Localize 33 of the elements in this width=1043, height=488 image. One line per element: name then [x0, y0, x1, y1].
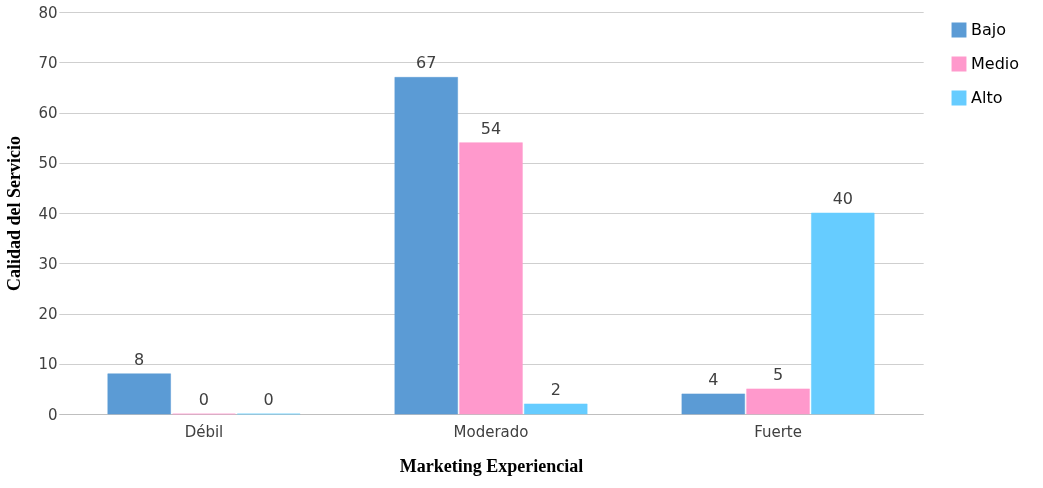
bar	[811, 212, 875, 415]
x-tick-label: Débil	[184, 422, 224, 441]
y-tick-label: 10	[38, 355, 58, 374]
x-tick-label: Fuerte	[754, 422, 802, 441]
bar	[107, 373, 171, 415]
legend-label: Alto	[971, 88, 1003, 107]
bar	[746, 388, 810, 415]
x-tick-label: Moderado	[453, 422, 529, 441]
y-tick-label: 60	[38, 104, 58, 122]
data-label: 67	[416, 53, 437, 73]
y-axis-title: Calidad del Servicio	[4, 135, 25, 292]
y-tick-label: 0	[47, 405, 58, 424]
y-tick-label: 30	[38, 254, 58, 273]
data-label: 4	[708, 369, 719, 389]
legend-label: Medio	[971, 54, 1020, 73]
data-label: 8	[134, 349, 145, 369]
y-tick-label: 40	[38, 204, 58, 223]
x-axis-title: Marketing Experiencial	[399, 455, 584, 476]
bar	[524, 403, 588, 415]
y-tick-label: 50	[38, 154, 58, 173]
bar	[459, 142, 523, 415]
legend-label: Bajo	[971, 20, 1007, 39]
y-tick-label: 80	[38, 3, 58, 22]
data-label: 0	[198, 390, 210, 409]
data-label: 54	[480, 118, 502, 138]
data-label: 0	[263, 390, 274, 409]
y-tick-label: 70	[38, 53, 58, 72]
bar	[394, 77, 458, 415]
data-label: 5	[772, 364, 784, 384]
data-label: 2	[550, 379, 561, 399]
data-label: 40	[832, 189, 853, 208]
bar	[681, 393, 745, 415]
y-tick-label: 20	[38, 305, 58, 323]
